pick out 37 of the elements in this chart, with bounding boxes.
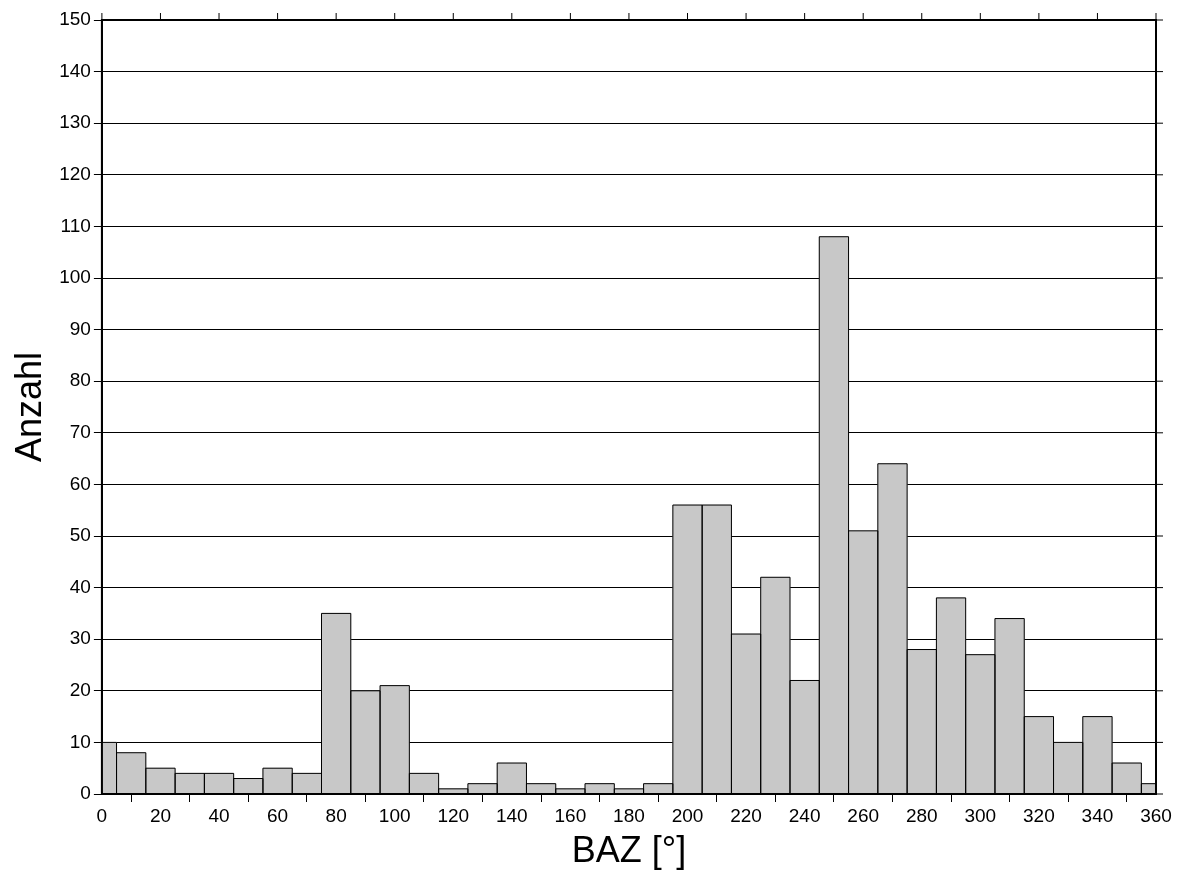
y-tick-label: 40 — [69, 575, 91, 597]
y-tick-label: 90 — [69, 317, 91, 339]
y-tick-label: 10 — [69, 730, 91, 752]
y-tick-label: 0 — [80, 782, 91, 804]
x-tick-label: 280 — [905, 804, 938, 826]
y-tick-label: 80 — [69, 369, 91, 391]
y-tick-label: 130 — [59, 111, 91, 133]
x-tick-label: 260 — [847, 804, 880, 826]
x-tick-label: 40 — [208, 804, 230, 826]
y-tick-label: 70 — [69, 421, 91, 443]
y-tick-label: 150 — [59, 8, 91, 30]
y-tick-label: 120 — [59, 163, 91, 185]
x-tick-label: 340 — [1081, 804, 1114, 826]
x-tick-label: 360 — [1140, 804, 1172, 826]
x-tick-label: 180 — [613, 804, 645, 826]
x-tick-label: 160 — [554, 804, 587, 826]
x-tick-label: 80 — [325, 804, 347, 826]
y-tick-label: 100 — [59, 266, 91, 288]
x-tick-label: 100 — [378, 804, 411, 826]
x-tick-label: 140 — [495, 804, 528, 826]
x-tick-label: 320 — [1023, 804, 1055, 826]
y-tick-label: 140 — [59, 59, 91, 81]
y-tick-label: 30 — [69, 627, 91, 649]
x-axis-title: BAZ [°] — [571, 829, 687, 871]
x-tick-label: 220 — [730, 804, 762, 826]
y-tick-label: 110 — [60, 214, 91, 236]
x-tick-label: 240 — [788, 804, 821, 826]
x-tick-label: 60 — [267, 804, 289, 826]
x-tick-label: 0 — [96, 804, 108, 826]
x-tick-label: 20 — [149, 804, 172, 826]
x-tick-label: 300 — [964, 804, 997, 826]
x-tick-label: 120 — [437, 804, 470, 826]
x-tick-label: 200 — [671, 804, 704, 826]
y-axis-title: Anzahl — [7, 351, 49, 463]
y-tick-label: 50 — [69, 524, 91, 546]
y-tick-label: 60 — [69, 472, 91, 494]
y-tick-label: 20 — [69, 679, 91, 701]
